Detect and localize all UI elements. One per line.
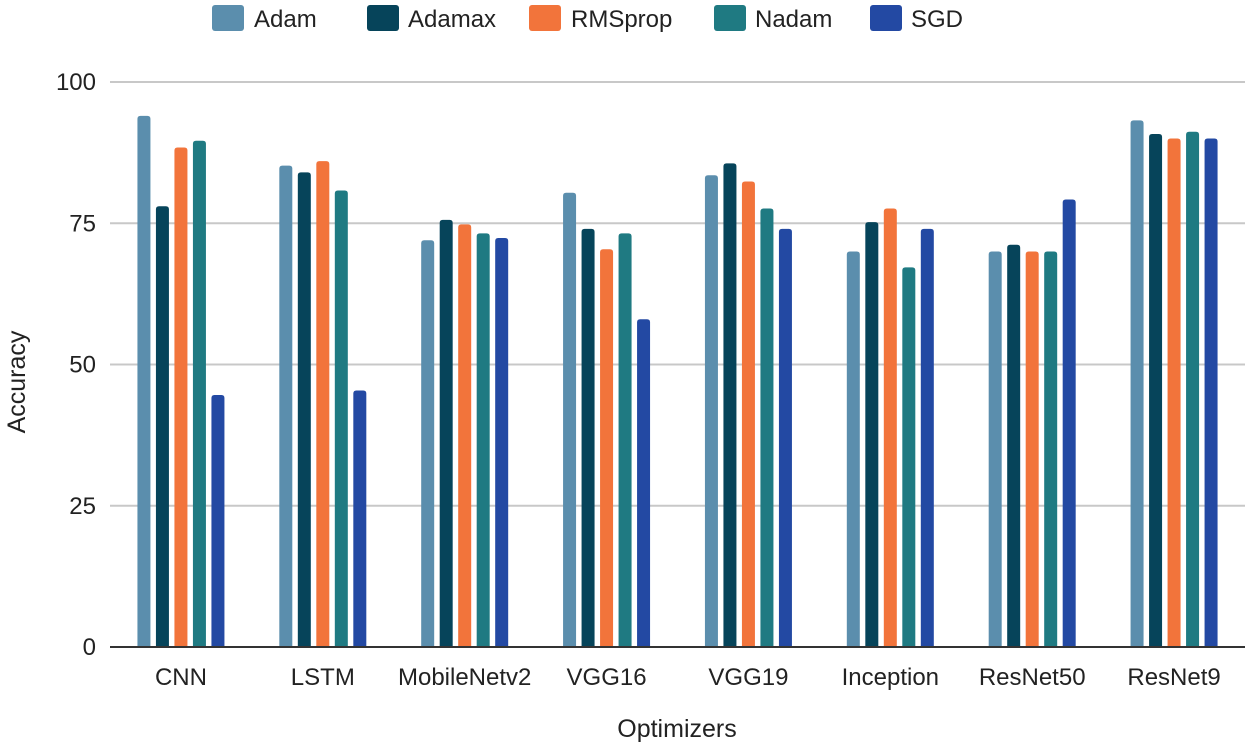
- bar-adamax-vgg16: [581, 228, 595, 647]
- bar-adam-resnet9: [1130, 120, 1144, 648]
- bar-sgd-inception: [920, 228, 934, 647]
- bar-adam-vgg19: [704, 175, 718, 647]
- x-tick-label: ResNet50: [979, 664, 1086, 691]
- y-tick-label: 100: [56, 69, 96, 96]
- bar-rmsprop-cnn: [174, 147, 188, 648]
- bar-adamax-resnet9: [1149, 133, 1163, 648]
- bar-rmsprop-vgg16: [600, 249, 614, 648]
- y-tick-label: 0: [83, 634, 96, 661]
- bar-nadam-vgg16: [618, 233, 632, 648]
- legend-swatch: [714, 5, 746, 31]
- x-tick-label: Inception: [842, 664, 939, 691]
- legend-item-nadam: Nadam: [714, 5, 832, 33]
- legend-label: Adamax: [408, 6, 496, 33]
- bar-sgd-resnet50: [1062, 199, 1076, 647]
- bar-adam-resnet50: [988, 251, 1002, 647]
- x-axis-title: Optimizers: [617, 715, 736, 743]
- legend-label: RMSprop: [571, 6, 672, 33]
- legend: Adam Adamax RMSprop Nadam SGD: [212, 5, 963, 33]
- bar-rmsprop-lstm: [316, 161, 330, 647]
- x-tick-label: LSTM: [291, 664, 355, 691]
- bar-nadam-resnet9: [1186, 131, 1200, 648]
- bar-sgd-mobilenetv2: [495, 237, 509, 647]
- x-tick-label: VGG19: [708, 664, 788, 691]
- bar-adamax-cnn: [155, 206, 169, 648]
- bar-rmsprop-mobilenetv2: [458, 224, 472, 647]
- bar-nadam-lstm: [334, 190, 348, 648]
- y-tick-label: 50: [69, 352, 96, 379]
- y-tick-label: 25: [69, 493, 96, 520]
- bar-adam-mobilenetv2: [421, 240, 435, 647]
- legend-label: Adam: [254, 6, 317, 33]
- bar-nadam-vgg19: [760, 208, 774, 647]
- bar-adam-vgg16: [563, 192, 577, 648]
- bar-nadam-mobilenetv2: [476, 233, 490, 648]
- bar-nadam-inception: [902, 267, 916, 647]
- bar-adamax-inception: [865, 222, 879, 647]
- bar-sgd-resnet9: [1204, 138, 1218, 647]
- bar-adam-inception: [846, 251, 860, 647]
- legend-item-adam: Adam: [212, 5, 317, 33]
- y-axis-title: Accuracy: [3, 330, 31, 433]
- axes: 0 25 50 75 100 CNN LSTM MobileNetv2 VGG16 VGG19 In…: [56, 69, 1245, 691]
- bar-sgd-lstm: [353, 390, 367, 647]
- x-tick-label: CNN: [155, 664, 207, 691]
- legend-item-adamax: Adamax: [367, 5, 496, 33]
- legend-swatch: [367, 5, 399, 31]
- y-tick-label: 75: [69, 210, 96, 237]
- bars: [137, 115, 1218, 648]
- bar-nadam-resnet50: [1044, 251, 1058, 647]
- bar-rmsprop-resnet50: [1025, 251, 1039, 647]
- bar-adamax-resnet50: [1007, 244, 1021, 647]
- legend-label: SGD: [911, 6, 963, 33]
- bar-sgd-vgg19: [778, 228, 792, 647]
- bar-adam-cnn: [137, 115, 151, 647]
- bar-nadam-cnn: [192, 140, 206, 647]
- legend-swatch: [870, 5, 902, 31]
- bar-sgd-cnn: [211, 395, 225, 647]
- bar-adamax-vgg19: [723, 163, 737, 648]
- bar-rmsprop-inception: [883, 208, 897, 647]
- x-tick-label: VGG16: [567, 664, 647, 691]
- bar-adamax-mobilenetv2: [439, 219, 453, 648]
- bar-sgd-vgg16: [637, 319, 651, 647]
- x-tick-label: MobileNetv2: [398, 664, 531, 691]
- bar-adam-lstm: [279, 165, 293, 647]
- x-tick-label: ResNet9: [1127, 664, 1220, 691]
- bar-rmsprop-vgg19: [741, 181, 755, 647]
- legend-label: Nadam: [755, 6, 832, 33]
- bar-rmsprop-resnet9: [1167, 138, 1181, 647]
- legend-item-sgd: SGD: [870, 5, 963, 33]
- legend-swatch: [529, 5, 561, 31]
- bar-adamax-lstm: [297, 172, 311, 647]
- legend-swatch: [212, 5, 244, 31]
- legend-item-rmsprop: RMSprop: [529, 5, 672, 33]
